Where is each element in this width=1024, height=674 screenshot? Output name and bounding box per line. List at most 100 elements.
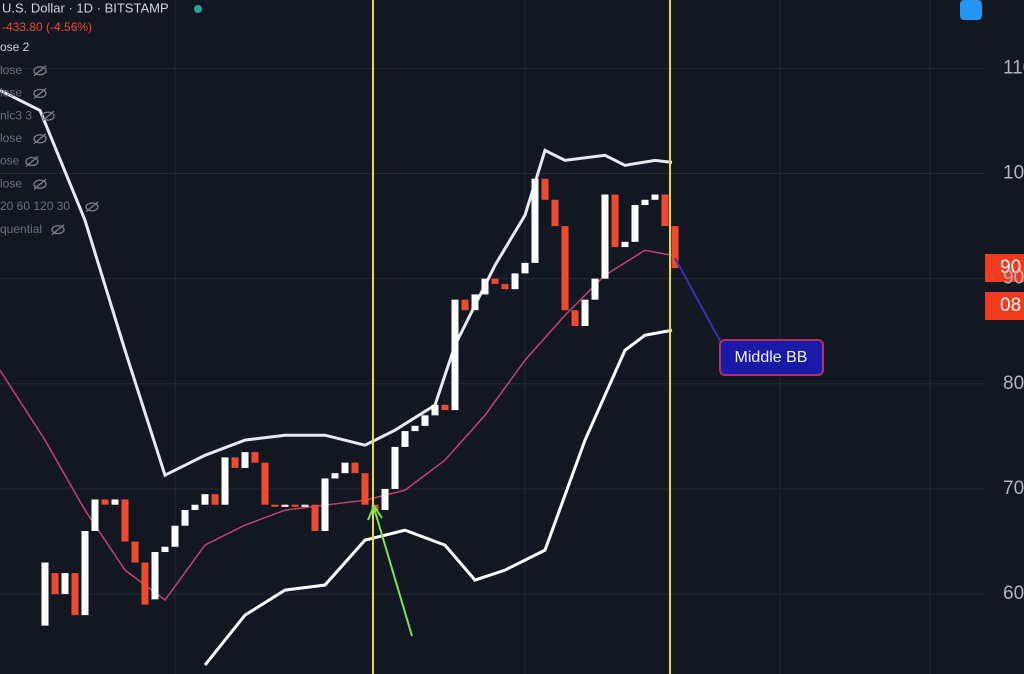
candle-body [91,499,99,531]
candle-body [411,425,419,432]
candle-body [221,457,229,505]
candle-body [281,504,289,507]
candle-body [401,431,409,447]
y-tick-label: 10000 [1003,163,1024,184]
callout-line [674,257,726,351]
candle-body [481,278,489,295]
candle-body [151,552,159,600]
candle-body [81,530,89,616]
candle-body [191,504,199,510]
band-lower [203,328,673,667]
candle-body [461,299,469,311]
candle-body [441,404,449,411]
candle-body [331,473,339,479]
candle-body [551,199,559,227]
candle-body [131,541,139,563]
time-grid [174,0,931,674]
candle-body [511,273,519,290]
callout-text: Middle BB [735,349,808,366]
candle-body [641,199,649,206]
candle-body [251,452,259,463]
indicator-label: lose [0,131,22,145]
eye [33,66,47,76]
y-tick-label: 9000 [1003,268,1024,289]
arrow [367,503,413,637]
eye-slash [25,156,39,167]
candle-body [231,457,239,468]
y-tick-label: 11000 [1003,57,1024,78]
change: -433.80 (-4.56%) [2,20,92,34]
candle-body [271,504,279,507]
indicator-label: lose [0,86,22,100]
candle-body [351,462,359,474]
price-axis [985,0,1024,674]
visibility-icon[interactable] [33,65,47,77]
candle-body [391,446,399,489]
candle-body [361,473,369,505]
indicator-label: quential [0,222,42,236]
candle-body [341,462,349,474]
candle-body [661,194,669,227]
candle-body [121,499,129,542]
candle-body [381,488,389,510]
settings-button[interactable] [960,0,982,20]
band-upper [0,88,673,478]
visibility-icon[interactable] [33,133,47,145]
candle-body [301,504,309,507]
visibility-icon[interactable] [33,87,47,99]
status-dot [194,5,202,13]
visibility-icon[interactable] [33,178,47,190]
visibility-icon[interactable] [41,110,55,122]
candle-body [211,494,219,505]
candle-body [171,525,179,547]
y-tick-label: 7000 [1003,478,1024,499]
candle-body [161,546,169,553]
candle-body [571,310,579,326]
eye [33,179,47,189]
candle-body [521,262,529,274]
candle-body [51,573,59,595]
candle-body [621,241,629,248]
candle-body [631,205,639,242]
band-middle [0,249,673,602]
callout-box [719,339,824,376]
indicator-label: lose [0,63,22,77]
price-tag-text: 08 [1000,295,1021,316]
candle-body [491,278,499,284]
candle-body [611,194,619,248]
candle-body [591,278,599,300]
candle-body [581,299,589,326]
candle-body [421,415,429,426]
candle-body [61,573,69,595]
symbol: U.S. Dollar · 1D · BITSTAMP [2,0,169,15]
visibility-icon[interactable] [25,156,39,167]
candle-body [501,283,509,290]
candle-body [141,562,149,605]
eye [33,88,47,99]
eye [51,224,65,235]
price-tag [985,292,1024,320]
candle-body [291,504,299,507]
y-tick-label: 6000 [1003,583,1024,604]
visibility-icon[interactable] [85,201,99,213]
eye-slash [33,65,47,77]
candle-body [671,226,679,269]
eye [25,156,39,167]
eye-slash [51,224,65,236]
candle-body [181,509,189,526]
candle-body [311,504,319,531]
candle-body [111,499,119,505]
candle-body [451,299,459,411]
candle-body [241,452,249,468]
candle-body [471,294,479,311]
eye-slash [33,133,47,145]
price-tag [985,254,1024,282]
candle-body [201,494,209,505]
candle-body [601,194,609,279]
eye [41,111,55,121]
candle-body [561,226,569,311]
visibility-icon[interactable] [51,224,65,236]
indicator-label: ose 2 [0,40,30,54]
